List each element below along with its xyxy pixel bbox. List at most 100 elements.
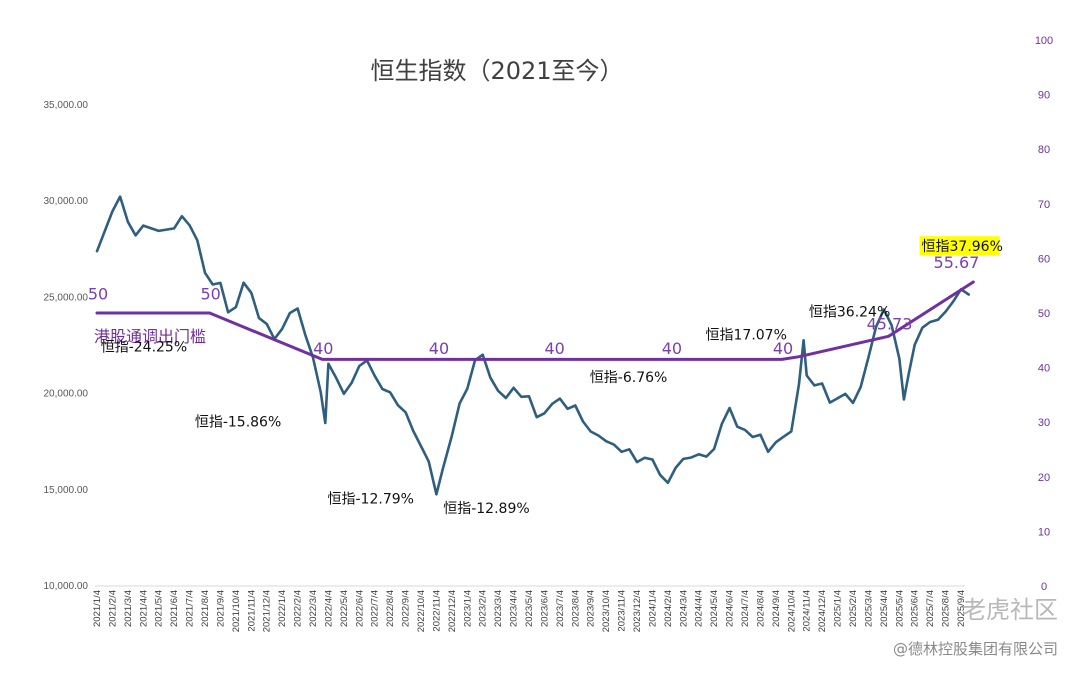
x-tick: 2024/4/4 <box>694 590 705 627</box>
y-left-tick: 20,000.00 <box>44 389 89 400</box>
x-tick: 2024/3/4 <box>678 590 689 627</box>
y-axis-left: 35,000.00 30,000.00 25,000.00 20,000.00 15,0… <box>44 100 89 592</box>
y-right-tick: 100 <box>1035 35 1053 47</box>
threshold-value-label: 40 <box>773 339 793 358</box>
y-left-tick: 15,000.00 <box>44 485 89 496</box>
x-tick: 2024/5/4 <box>709 590 720 627</box>
y-right-tick: 10 <box>1038 526 1050 538</box>
x-tick: 2025/1/4 <box>833 590 844 627</box>
annotation-label: 恒指37.96% <box>922 239 1003 255</box>
y-right-tick: 0 <box>1041 581 1047 593</box>
annotation-label: 恒指-12.89% <box>443 501 529 517</box>
y-left-tick: 35,000.00 <box>44 100 89 111</box>
x-tick: 2024/8/4 <box>755 590 766 627</box>
x-tick: 2021/5/4 <box>154 590 165 627</box>
x-tick: 2025/7/4 <box>925 590 936 627</box>
threshold-value-label: 40 <box>662 339 682 358</box>
x-tick: 2024/1/4 <box>647 590 658 627</box>
x-tick: 2025/4/4 <box>879 590 890 627</box>
x-tick: 2024/6/4 <box>725 590 736 627</box>
threshold-end-label: 55.67 <box>934 253 980 272</box>
threshold-value-label: 40 <box>313 339 333 358</box>
threshold-series-label: 港股通调出门槛 <box>94 327 206 346</box>
x-tick: 2022/4/4 <box>323 590 334 627</box>
x-tick: 2024/9/4 <box>771 590 782 627</box>
y-right-tick: 60 <box>1038 253 1050 265</box>
threshold-value-label: 40 <box>545 339 565 358</box>
x-tick: 2023/5/4 <box>524 590 535 627</box>
chart-title: 恒生指数（2021至今） <box>370 57 623 85</box>
threshold-value-label: 40 <box>429 339 449 358</box>
y-right-tick: 20 <box>1038 472 1050 484</box>
x-tick: 2021/12/4 <box>262 590 273 632</box>
hsi-line <box>95 195 970 496</box>
x-tick: 2024/11/4 <box>802 590 813 632</box>
x-tick: 2023/1/4 <box>462 590 473 627</box>
label-layer: 50 50 40 40 40 40 40 45.73 55.67 港股通调出门槛恒指-24.25%… <box>88 236 1003 517</box>
y-left-tick: 25,000.00 <box>44 292 89 303</box>
y-right-tick: 90 <box>1038 90 1050 102</box>
x-tick: 2025/6/4 <box>910 590 921 627</box>
x-tick: 2021/1/4 <box>92 590 103 627</box>
x-tick: 2022/12/4 <box>447 590 458 632</box>
x-tick: 2024/10/4 <box>786 590 797 632</box>
x-tick: 2022/1/4 <box>277 590 288 627</box>
x-tick: 2022/5/4 <box>339 590 350 627</box>
x-tick: 2022/9/4 <box>401 590 412 627</box>
annotation-label: 恒指17.07% <box>706 328 787 344</box>
x-tick: 2024/2/4 <box>663 590 674 627</box>
threshold-line <box>95 280 975 361</box>
x-tick: 2022/8/4 <box>385 590 396 627</box>
threshold-value-label: 45.73 <box>867 314 913 333</box>
x-tick: 2025/9/4 <box>956 590 967 627</box>
x-tick: 2025/5/4 <box>894 590 905 627</box>
x-tick: 2022/11/4 <box>431 590 442 632</box>
y-right-tick: 30 <box>1038 417 1050 429</box>
watermark-main: 老虎社区 <box>962 596 1058 624</box>
x-tick: 2021/7/4 <box>185 590 196 627</box>
annotation-highlight <box>919 236 1000 256</box>
x-tick: 2022/10/4 <box>416 590 427 632</box>
annotation-label: 恒指36.24% <box>809 305 890 321</box>
threshold-value-label: 50 <box>88 284 108 303</box>
x-tick: 2021/3/4 <box>123 590 134 627</box>
x-tick: 2024/12/4 <box>817 590 828 632</box>
x-tick: 2022/3/4 <box>308 590 319 627</box>
watermark-sub: @德林控股集团有限公司 <box>893 640 1058 658</box>
x-tick: 2023/3/4 <box>493 590 504 627</box>
x-tick: 2021/2/4 <box>107 590 118 627</box>
x-tick: 2025/3/4 <box>863 590 874 627</box>
y-right-tick: 50 <box>1038 308 1050 320</box>
y-right-tick: 40 <box>1038 363 1050 375</box>
x-axis: 2021/1/4 2021/2/4 2021/3/4 2021/4/4 2021/5/4… <box>92 590 967 632</box>
annotation-label: 恒指-15.86% <box>195 414 281 430</box>
x-tick: 2023/2/4 <box>478 590 489 627</box>
annotation-label: 恒指-12.79% <box>328 491 414 507</box>
x-tick: 2023/10/4 <box>601 590 612 632</box>
x-tick: 2023/12/4 <box>632 590 643 632</box>
y-left-tick: 30,000.00 <box>44 196 89 207</box>
x-tick: 2023/6/4 <box>539 590 550 627</box>
series-layer <box>95 195 975 496</box>
x-tick: 2021/8/4 <box>200 590 211 627</box>
x-tick: 2023/4/4 <box>509 590 520 627</box>
annotation-label: 恒指-24.25% <box>101 339 187 355</box>
x-tick: 2022/7/4 <box>370 590 381 627</box>
x-tick: 2021/4/4 <box>138 590 149 627</box>
threshold-value-label: 50 <box>200 284 220 303</box>
x-tick: 2025/8/4 <box>941 590 952 627</box>
x-tick: 2022/6/4 <box>354 590 365 627</box>
x-tick: 2021/10/4 <box>231 590 242 632</box>
x-tick: 2025/2/4 <box>848 590 859 627</box>
x-tick: 2022/2/4 <box>293 590 304 627</box>
x-tick: 2023/7/4 <box>555 590 566 627</box>
watermark: 老虎社区 @德林控股集团有限公司 <box>893 596 1058 658</box>
x-tick: 2024/7/4 <box>740 590 751 627</box>
y-right-tick: 70 <box>1038 199 1050 211</box>
y-right-tick: 80 <box>1038 144 1050 156</box>
y-left-tick: 10,000.00 <box>44 581 89 592</box>
annotation-label: 恒指-6.76% <box>590 370 668 386</box>
x-tick: 2021/9/4 <box>215 590 226 627</box>
